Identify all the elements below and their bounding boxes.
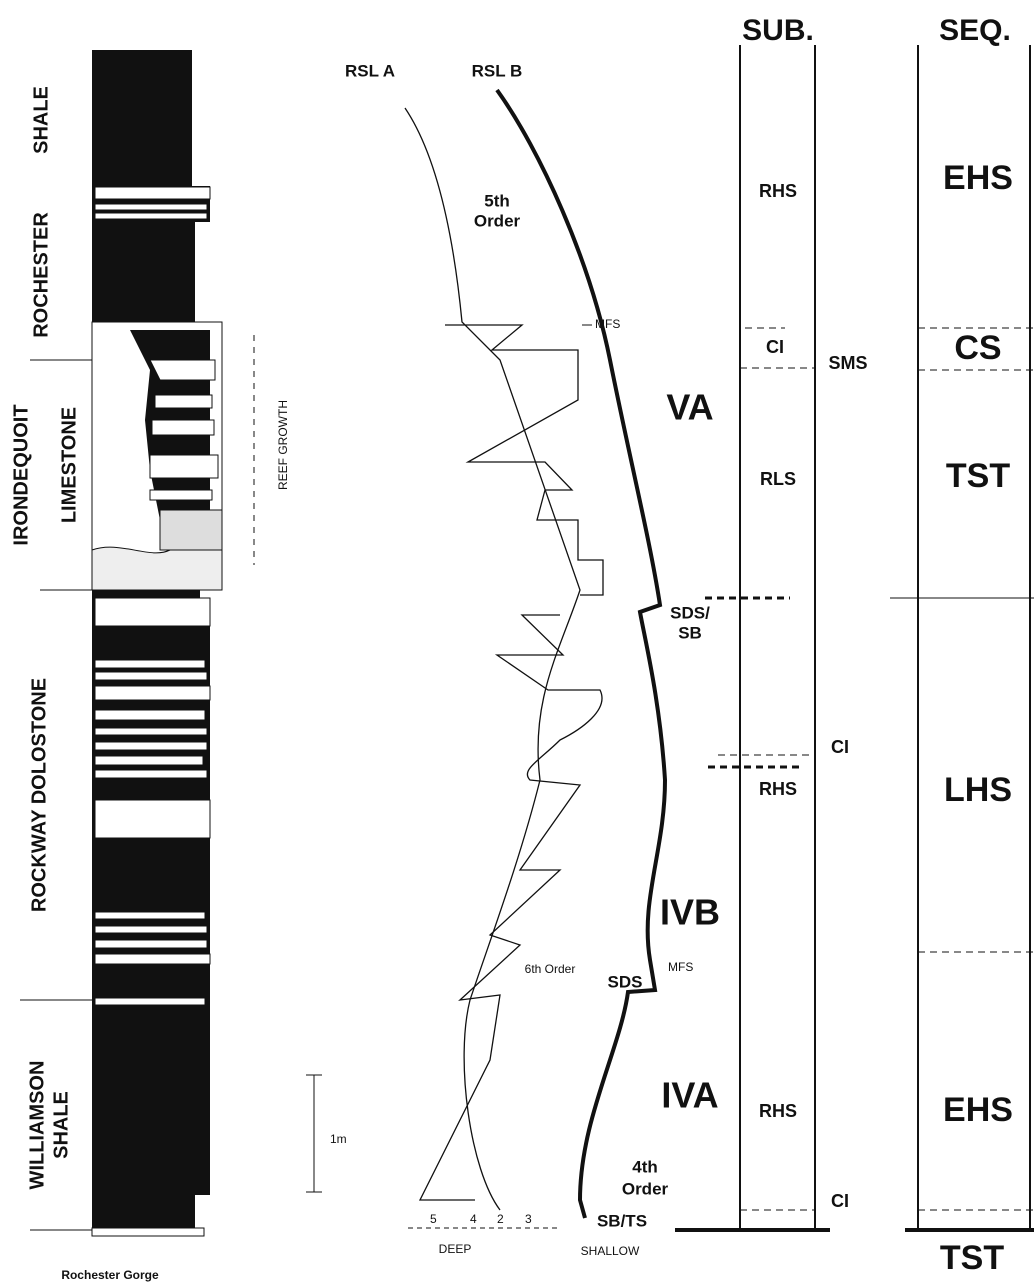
sub-unit: RLS	[760, 469, 796, 489]
surface-label: SDS	[608, 972, 643, 991]
log-column	[20, 50, 322, 1236]
sub-unit: RHS	[759, 181, 797, 201]
cycle-label: IVB	[660, 892, 720, 933]
bed	[95, 187, 210, 199]
surface-label: MFS	[668, 960, 693, 974]
seq-unit: LHS	[944, 771, 1012, 809]
formation-label: ROCKWAY DOLOSTONE	[28, 678, 50, 912]
sand-lens	[160, 510, 222, 550]
sub-unit: SMS	[828, 353, 867, 373]
bed	[95, 213, 207, 219]
formation-label: ROCHESTER	[30, 212, 52, 338]
scale-tick: 2	[497, 1212, 504, 1226]
seq-unit: EHS	[943, 1091, 1013, 1129]
cycle-label: IVA	[661, 1075, 718, 1116]
order-label: Order	[474, 211, 521, 230]
seq-unit: TST	[946, 457, 1010, 495]
surface-label: SB	[678, 623, 702, 642]
seq-unit: EHS	[943, 159, 1013, 197]
seq-unit: CS	[954, 329, 1001, 367]
cycle-label: VA	[666, 387, 713, 428]
axis-label: SHALLOW	[581, 1244, 640, 1258]
surface-label: MFS	[595, 317, 620, 331]
order-label: 6th Order	[525, 962, 576, 976]
scale-tick: 5	[430, 1212, 437, 1226]
sub-unit: RHS	[759, 779, 797, 799]
surface-label: SDS/	[670, 603, 710, 622]
sub-unit: CI	[831, 737, 849, 757]
sub-boundaries	[705, 328, 815, 1210]
order-label: 5th	[484, 191, 510, 210]
order-label: 4th	[632, 1157, 658, 1176]
axis-label: DEEP	[439, 1242, 472, 1256]
shale-bed	[92, 50, 210, 322]
column-header: SUB.	[742, 14, 814, 47]
formation-label: LIMESTONE	[58, 407, 80, 523]
rsl-a-zigzag	[420, 325, 603, 1200]
formation-label: SHALE	[30, 86, 52, 154]
curve-label: RSL A	[345, 61, 395, 80]
location: Rochester Gorge	[61, 1268, 159, 1282]
curve-label: RSL B	[472, 61, 523, 80]
sub-unit: CI	[766, 337, 784, 357]
scale-tick: 4	[470, 1212, 477, 1226]
diagram: SHALE ROCHESTER IRONDEQUOIT LIMESTONE RO…	[0, 0, 1034, 1286]
formation-label: WILLIAMSON	[26, 1061, 48, 1190]
scale-tick: 3	[525, 1212, 532, 1226]
bed	[95, 204, 207, 210]
column-header: SEQ.	[939, 14, 1011, 47]
reef-label: REEF GROWTH	[276, 400, 290, 490]
sub-unit: RHS	[759, 1101, 797, 1121]
formation-label: SHALE	[50, 1091, 72, 1159]
scale-label: 1m	[330, 1132, 347, 1146]
seq-unit: TST	[940, 1239, 1004, 1277]
rsl-b	[497, 90, 665, 1218]
surface-label: SB/TS	[597, 1211, 647, 1230]
sub-unit: CI	[831, 1191, 849, 1211]
formation-label: IRONDEQUOIT	[10, 404, 32, 545]
order-label: Order	[622, 1179, 669, 1198]
